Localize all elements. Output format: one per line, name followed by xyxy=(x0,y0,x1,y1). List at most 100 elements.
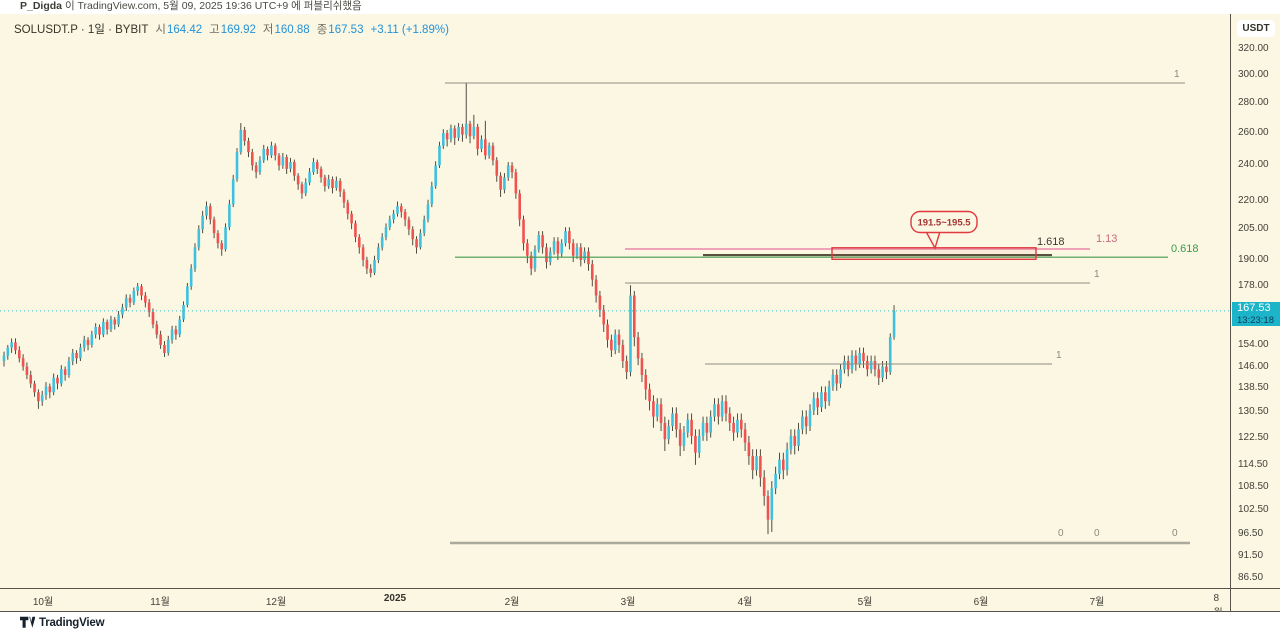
candle-body xyxy=(128,297,132,303)
candle-body xyxy=(361,247,365,260)
candle-body xyxy=(709,416,712,433)
candle-body xyxy=(220,243,224,250)
last-price-value: 167.53 xyxy=(1237,301,1271,314)
currency-button[interactable]: USDT xyxy=(1237,20,1275,37)
time-tick: 4월 xyxy=(737,597,753,608)
candle-body xyxy=(277,155,281,166)
candle-body xyxy=(556,241,560,254)
candle-body xyxy=(403,211,407,220)
price-tick: 240.00 xyxy=(1238,159,1269,171)
candle-body xyxy=(90,334,94,345)
candle-body xyxy=(629,295,632,373)
fib-level-label: 0 xyxy=(1058,528,1064,539)
candle-body xyxy=(579,247,583,260)
target-zone-box[interactable] xyxy=(831,247,1037,261)
candle-body xyxy=(350,213,353,224)
candle-body xyxy=(262,148,266,161)
candle-body xyxy=(751,456,755,471)
candle-body xyxy=(652,401,655,417)
candle-body xyxy=(804,416,808,427)
candle-body xyxy=(675,413,678,430)
candlestick-series xyxy=(2,83,896,535)
candle-body xyxy=(602,309,606,325)
candle-body xyxy=(323,177,327,187)
candle-body xyxy=(850,355,854,370)
candle-body xyxy=(251,152,254,166)
candle-body xyxy=(346,202,350,214)
price-tick: 205.00 xyxy=(1238,223,1269,235)
candle-body xyxy=(37,392,40,402)
candle-body xyxy=(182,304,185,320)
candle-body xyxy=(640,358,644,375)
candle-body xyxy=(60,369,63,384)
time-tick: 11월 xyxy=(150,597,170,608)
candle-body xyxy=(296,175,300,185)
candle-body xyxy=(621,344,625,362)
price-tick: 86.50 xyxy=(1238,572,1264,584)
candle-body xyxy=(453,128,457,138)
candle-body xyxy=(48,386,52,393)
candle-body xyxy=(869,361,873,370)
candle-body xyxy=(644,374,648,390)
price-axis[interactable]: USDT 167.53 13:23:18 320.00 300.00 280.00 2… xyxy=(1230,14,1280,588)
price-tick: 108.50 xyxy=(1238,480,1269,492)
fib-level-label: 1 xyxy=(1056,350,1062,361)
symbol-title[interactable]: SOLUSDT.P · 1일 · BYBIT xyxy=(14,24,149,36)
candle-body xyxy=(789,435,793,450)
publisher-text: 이 TradingView.com, 5월 09, 2025 19:36 UTC… xyxy=(64,0,362,12)
candle-body xyxy=(839,369,842,384)
candle-body xyxy=(281,157,285,166)
callout-balloon[interactable] xyxy=(910,210,978,234)
candle-body xyxy=(71,352,75,362)
candle-body xyxy=(121,307,124,315)
candle-body xyxy=(357,237,361,248)
candle-body xyxy=(575,247,579,256)
candle-body xyxy=(476,126,479,149)
candle-body xyxy=(247,140,250,153)
chart-canvas[interactable]: 1.618 1.13 0.618 1 1 1 0 0 0 191.5~195.5 SOLUSDT.… xyxy=(0,14,1230,588)
candle-body xyxy=(858,352,861,364)
publisher-author[interactable]: P_Digda xyxy=(20,0,63,12)
candle-body xyxy=(239,129,243,153)
candle-body xyxy=(457,126,460,138)
candle-body xyxy=(529,255,533,269)
candle-body xyxy=(94,326,97,335)
candle-body xyxy=(724,401,728,414)
candle-body xyxy=(342,191,346,203)
change-value: +3.11 (+1.89%) xyxy=(370,24,449,36)
candle-body xyxy=(56,377,59,384)
high-value: 169.92 xyxy=(220,24,256,36)
candle-body xyxy=(373,259,376,273)
price-tick: 260.00 xyxy=(1238,127,1269,139)
candle-body xyxy=(613,334,617,351)
candle-body xyxy=(377,247,380,260)
fib-level-label: 0 xyxy=(1172,528,1178,539)
candle-body xyxy=(304,182,308,194)
candle-body xyxy=(655,404,659,417)
tradingview-logo[interactable]: TradingView xyxy=(20,616,105,629)
price-tick: 190.00 xyxy=(1238,253,1269,265)
candle-body xyxy=(717,404,720,417)
candle-body xyxy=(285,157,288,169)
candle-body xyxy=(289,162,292,169)
candle-body xyxy=(243,129,246,141)
candle-body xyxy=(82,339,86,348)
last-price-label: 167.53 13:23:18 xyxy=(1232,301,1280,326)
candle-body xyxy=(862,352,865,362)
candle-body xyxy=(14,342,17,351)
time-tick: 12월 xyxy=(265,597,287,608)
time-axis[interactable]: 10월11월12월20252월3월4월5월6월7월8월 xyxy=(0,588,1230,619)
candle-body xyxy=(888,337,892,373)
candle-body xyxy=(484,139,487,156)
candlestick-chart[interactable]: 1.618 1.13 0.618 1 1 1 0 0 0 191.5~195.5 xyxy=(0,14,1230,588)
candle-body xyxy=(506,165,510,178)
candle-body xyxy=(694,435,697,453)
candle-body xyxy=(472,126,476,137)
candle-body xyxy=(606,324,609,340)
candle-body xyxy=(319,168,323,178)
candle-body xyxy=(407,219,411,230)
axis-corner xyxy=(1230,588,1280,611)
candle-body xyxy=(797,429,800,446)
candle-body xyxy=(571,243,575,256)
time-tick: 7월 xyxy=(1089,597,1105,608)
